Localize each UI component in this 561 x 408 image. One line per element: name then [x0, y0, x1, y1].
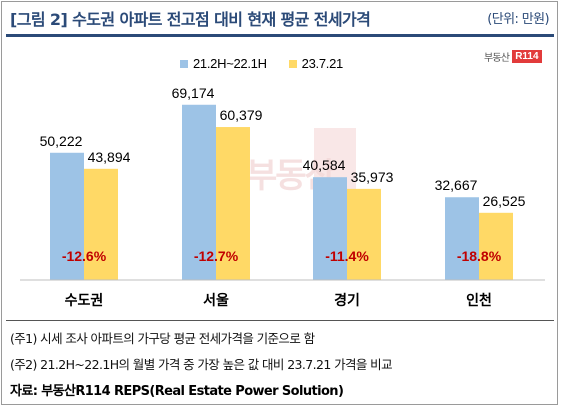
category-label-2: 경기: [334, 292, 360, 309]
value-label-1-3: 32,667: [435, 177, 478, 193]
source-note: 자료: 부동산R114 REPS(Real Estate Power Solut…: [10, 384, 344, 399]
change-label-2: -11.4%: [325, 248, 369, 264]
bar-1-3: [445, 197, 479, 280]
legend-label-series1: 21.2H~22.1H: [193, 56, 267, 71]
logo-badge: R114: [512, 49, 542, 63]
footnote-1: (주1) 시세 조사 아파트의 가구당 평균 전세가격을 기준으로 함: [10, 331, 315, 346]
change-label-1: -12.7%: [194, 248, 239, 264]
category-label-1: 서울: [203, 292, 229, 309]
unit-label: (단위: 만원): [487, 12, 549, 27]
bar-1-1: [182, 104, 216, 280]
footnote-2: (주2) 21.2H~22.1H의 월별 가격 중 가장 높은 값 대비 23.…: [10, 357, 393, 372]
brand-logo: 부동산 R114: [484, 47, 542, 65]
legend-label-series2: 23.7.21: [301, 56, 344, 71]
value-label-1-1: 69,174: [172, 85, 215, 101]
legend-item-series1: 21.2H~22.1H: [180, 56, 267, 71]
chart-legend: 21.2H~22.1H 23.7.21: [180, 56, 343, 71]
legend-item-series2: 23.7.21: [288, 56, 344, 71]
value-label-2-1: 60,379: [220, 107, 263, 123]
value-label-1-0: 50,222: [40, 133, 83, 149]
change-label-0: -12.6%: [62, 248, 107, 264]
bar-1-0: [50, 152, 84, 280]
legend-swatch-series1: [180, 59, 188, 68]
chart-title: [그림 2] 수도권 아파트 전고점 대비 현재 평균 전세가격: [10, 10, 371, 29]
category-label-0: 수도권: [65, 293, 104, 309]
legend-swatch-series2: [288, 59, 297, 68]
change-label-3: -18.8%: [457, 248, 502, 264]
bar-2-0: [84, 168, 118, 280]
bar-2-2: [347, 188, 381, 280]
bar-1-2: [313, 177, 347, 280]
category-label-3: 인천: [466, 292, 492, 309]
notes-divider: [6, 320, 554, 321]
logo-text: 부동산: [484, 52, 510, 64]
bar-2-3: [479, 212, 513, 280]
bar-chart: 50,222 43,894 -12.6% 수도권 69,174 60,379 -12.7% 서…: [20, 85, 545, 309]
value-label-2-2: 35,973: [351, 169, 394, 185]
title-rule: [6, 34, 554, 37]
bar-2-1: [216, 127, 250, 281]
value-label-2-0: 43,894: [88, 149, 131, 165]
value-label-2-3: 26,525: [483, 193, 526, 209]
value-label-1-2: 40,584: [303, 157, 346, 173]
